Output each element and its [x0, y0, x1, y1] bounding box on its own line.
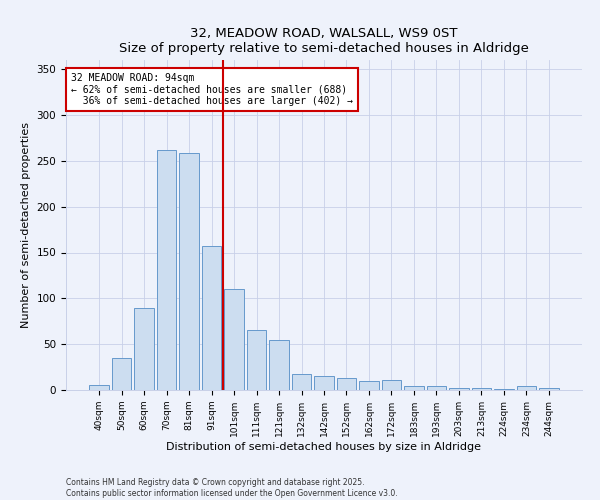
- Text: 32 MEADOW ROAD: 94sqm
← 62% of semi-detached houses are smaller (688)
  36% of s: 32 MEADOW ROAD: 94sqm ← 62% of semi-deta…: [71, 73, 353, 106]
- Bar: [382, 380, 401, 390]
- Bar: [89, 384, 109, 390]
- Bar: [449, 388, 469, 390]
- Bar: [404, 386, 424, 390]
- Bar: [472, 388, 491, 390]
- Bar: [269, 340, 289, 390]
- Bar: [292, 374, 311, 390]
- Bar: [427, 386, 446, 390]
- Text: Contains HM Land Registry data © Crown copyright and database right 2025.
Contai: Contains HM Land Registry data © Crown c…: [66, 478, 398, 498]
- Bar: [112, 358, 131, 390]
- Bar: [157, 150, 176, 390]
- Bar: [179, 154, 199, 390]
- Y-axis label: Number of semi-detached properties: Number of semi-detached properties: [21, 122, 31, 328]
- Bar: [134, 308, 154, 390]
- Bar: [337, 378, 356, 390]
- Title: 32, MEADOW ROAD, WALSALL, WS9 0ST
Size of property relative to semi-detached hou: 32, MEADOW ROAD, WALSALL, WS9 0ST Size o…: [119, 26, 529, 54]
- Bar: [247, 330, 266, 390]
- Bar: [517, 386, 536, 390]
- X-axis label: Distribution of semi-detached houses by size in Aldridge: Distribution of semi-detached houses by …: [167, 442, 482, 452]
- Bar: [359, 381, 379, 390]
- Bar: [539, 388, 559, 390]
- Bar: [224, 289, 244, 390]
- Bar: [202, 246, 221, 390]
- Bar: [494, 389, 514, 390]
- Bar: [314, 376, 334, 390]
